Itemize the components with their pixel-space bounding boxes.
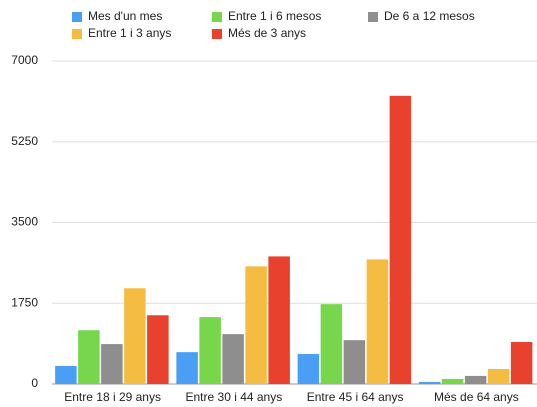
legend-swatch: [212, 12, 222, 22]
bar: [78, 330, 100, 384]
bar: [101, 344, 123, 384]
legend-label: Més de 3 anys: [228, 26, 306, 40]
legend-label: Entre 1 i 6 mesos: [228, 9, 321, 23]
y-tick-label: 1750: [11, 295, 38, 309]
bar: [55, 366, 77, 384]
x-tick-label: Més de 64 anys: [434, 390, 519, 404]
legend-label: De 6 a 12 mesos: [384, 9, 475, 23]
legend-label: Entre 1 i 3 anys: [88, 26, 171, 40]
legend-swatch: [212, 29, 222, 39]
legend-swatch: [72, 29, 82, 39]
y-tick-label: 5250: [11, 134, 38, 148]
y-tick-label: 7000: [11, 53, 38, 67]
bar: [418, 381, 441, 384]
bar: [147, 315, 169, 384]
bar: [245, 266, 267, 384]
bar: [343, 340, 366, 384]
bar: [464, 375, 487, 384]
bar: [199, 317, 221, 384]
bar: [487, 369, 510, 384]
y-tick-label: 3500: [11, 215, 38, 229]
x-tick-label: Entre 30 i 44 anys: [186, 390, 283, 404]
x-tick-label: Entre 18 i 29 anys: [64, 390, 161, 404]
bar: [124, 288, 146, 384]
legend-label: Mes d'un mes: [88, 9, 162, 23]
bar: [320, 304, 343, 384]
bar: [441, 378, 464, 384]
y-tick-label: 0: [31, 376, 38, 390]
bar: [389, 95, 412, 384]
bar: [268, 256, 290, 384]
bar: [297, 354, 320, 384]
bar: [222, 334, 244, 384]
legend-swatch: [368, 12, 378, 22]
bar: [176, 352, 198, 384]
bar: [366, 259, 389, 384]
legend-swatch: [72, 12, 82, 22]
bar: [510, 342, 533, 384]
x-tick-label: Entre 45 i 64 anys: [307, 390, 404, 404]
